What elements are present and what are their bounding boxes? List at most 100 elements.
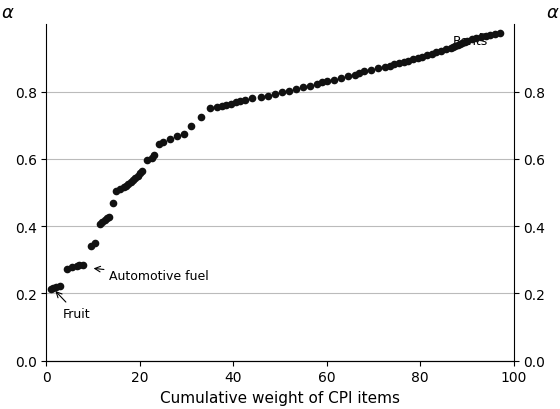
- Point: [409, 57, 418, 63]
- Point: [264, 93, 273, 100]
- Point: [180, 132, 189, 138]
- Point: [150, 153, 158, 160]
- Point: [463, 38, 472, 45]
- Point: [142, 157, 151, 164]
- Point: [240, 97, 249, 103]
- Point: [206, 106, 214, 112]
- Point: [453, 43, 462, 49]
- Text: α: α: [546, 4, 558, 22]
- Point: [278, 90, 287, 96]
- Point: [231, 100, 240, 106]
- Point: [306, 83, 315, 90]
- Point: [399, 59, 408, 66]
- Point: [63, 266, 72, 272]
- Point: [390, 62, 399, 68]
- Point: [74, 263, 83, 269]
- Point: [455, 41, 464, 48]
- Point: [105, 214, 114, 220]
- Text: Automotive fuel: Automotive fuel: [95, 267, 209, 282]
- Point: [318, 80, 326, 87]
- Point: [217, 103, 226, 110]
- Point: [355, 71, 364, 77]
- Point: [441, 47, 450, 53]
- Point: [158, 139, 167, 146]
- Point: [187, 124, 196, 130]
- Point: [126, 180, 135, 186]
- Point: [147, 155, 156, 162]
- Point: [486, 33, 494, 39]
- Point: [299, 85, 308, 91]
- Point: [404, 58, 413, 65]
- Point: [154, 141, 163, 148]
- Point: [86, 243, 95, 250]
- Point: [395, 60, 404, 67]
- Point: [78, 262, 87, 268]
- Point: [138, 168, 147, 174]
- Point: [136, 170, 144, 177]
- Point: [329, 77, 338, 84]
- Point: [432, 50, 441, 56]
- Point: [102, 216, 111, 222]
- Point: [68, 264, 77, 271]
- Point: [96, 222, 105, 228]
- Text: Fruit: Fruit: [56, 292, 90, 320]
- Point: [350, 72, 359, 79]
- Point: [313, 81, 322, 88]
- Point: [108, 200, 117, 207]
- Point: [458, 40, 466, 47]
- Point: [385, 63, 394, 70]
- Point: [124, 181, 133, 188]
- Point: [343, 74, 352, 81]
- Point: [49, 285, 58, 292]
- X-axis label: Cumulative weight of CPI items: Cumulative weight of CPI items: [160, 390, 400, 405]
- Point: [119, 185, 128, 191]
- Point: [130, 175, 139, 182]
- Text: Rents: Rents: [453, 34, 488, 48]
- Point: [418, 54, 427, 61]
- Point: [322, 79, 331, 85]
- Point: [472, 36, 480, 42]
- Point: [226, 101, 235, 108]
- Point: [467, 37, 476, 44]
- Point: [285, 88, 294, 95]
- Point: [248, 96, 256, 102]
- Point: [336, 76, 345, 82]
- Point: [477, 34, 486, 41]
- Point: [437, 49, 446, 55]
- Point: [374, 65, 382, 72]
- Point: [55, 283, 64, 290]
- Point: [133, 173, 142, 180]
- Point: [423, 53, 432, 59]
- Point: [212, 104, 221, 111]
- Point: [128, 177, 137, 184]
- Point: [495, 30, 504, 37]
- Point: [122, 183, 130, 189]
- Point: [360, 69, 368, 76]
- Point: [100, 217, 109, 224]
- Point: [413, 56, 422, 62]
- Point: [491, 32, 500, 38]
- Point: [52, 284, 60, 291]
- Point: [446, 45, 455, 52]
- Point: [451, 43, 460, 50]
- Point: [166, 136, 175, 143]
- Point: [481, 34, 490, 40]
- Point: [116, 187, 125, 193]
- Point: [98, 219, 107, 226]
- Point: [91, 240, 100, 247]
- Point: [46, 286, 55, 292]
- Point: [271, 92, 280, 98]
- Point: [381, 65, 390, 71]
- Point: [236, 98, 245, 105]
- Point: [72, 263, 81, 270]
- Text: α: α: [2, 4, 14, 22]
- Point: [222, 102, 231, 109]
- Point: [172, 133, 181, 140]
- Point: [367, 67, 376, 74]
- Point: [196, 114, 205, 121]
- Point: [427, 51, 436, 58]
- Point: [292, 86, 301, 93]
- Point: [112, 188, 121, 195]
- Point: [460, 39, 469, 46]
- Point: [257, 94, 266, 101]
